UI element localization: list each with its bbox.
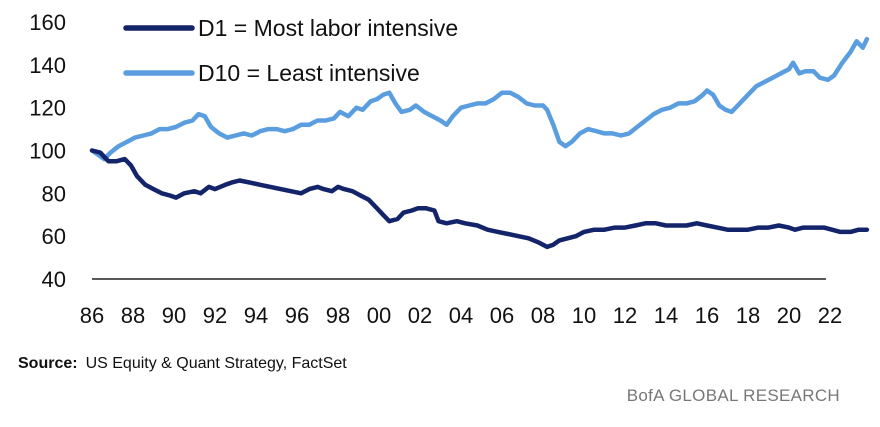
source-label: Source: [18, 355, 78, 372]
x-tick-label: 12 [613, 303, 637, 328]
legend: D1 = Most labor intensive D10 = Least int… [123, 15, 458, 86]
x-tick-label: 02 [408, 303, 432, 328]
y-tick-label: 100 [29, 139, 66, 164]
x-tick-label: 90 [162, 303, 186, 328]
x-tick-label: 00 [367, 303, 391, 328]
source-text: US Equity & Quant Strategy, FactSet [85, 355, 347, 372]
x-tick-label: 22 [818, 303, 842, 328]
x-tick-label: 14 [654, 303, 678, 328]
x-tick-label: 06 [490, 303, 514, 328]
x-tick-label: 98 [326, 303, 350, 328]
x-tick-label: 04 [449, 303, 473, 328]
x-tick-label: 94 [244, 303, 268, 328]
series-line-d1 [89, 148, 870, 250]
legend-label: D10 = Least intensive [198, 60, 420, 86]
x-tick-label: 20 [777, 303, 801, 328]
y-tick-label: 140 [29, 53, 66, 78]
x-tick-label: 10 [572, 303, 596, 328]
y-tick-label: 120 [29, 96, 66, 121]
y-tick-label: 80 [42, 181, 66, 206]
brand-footer: BofA GLOBAL RESEARCH [626, 386, 840, 405]
y-tick-label: 60 [42, 224, 66, 249]
series-line-d10 [89, 36, 870, 162]
x-tick-label: 16 [695, 303, 719, 328]
x-axis-ticks: 86 88 90 92 94 96 98 00 02 04 06 08 10 12 14 16 18 20 22 [80, 303, 842, 328]
x-tick-label: 92 [203, 303, 227, 328]
x-tick-label: 86 [80, 303, 104, 328]
y-tick-label: 160 [29, 10, 66, 35]
x-tick-label: 96 [285, 303, 309, 328]
series-lines [89, 36, 870, 250]
x-tick-label: 18 [736, 303, 760, 328]
x-tick-label: 08 [531, 303, 555, 328]
source-note: Source: US Equity & Quant Strategy, FactS… [18, 355, 347, 373]
legend-label: D1 = Most labor intensive [198, 15, 458, 41]
y-axis-ticks: 40 60 80 100 120 140 160 [29, 10, 66, 292]
x-tick-label: 88 [121, 303, 145, 328]
line-chart: 40 60 80 100 120 140 160 86 88 90 92 94 96 98 00 02 04 0… [29, 10, 870, 328]
y-tick-label: 40 [42, 267, 66, 292]
